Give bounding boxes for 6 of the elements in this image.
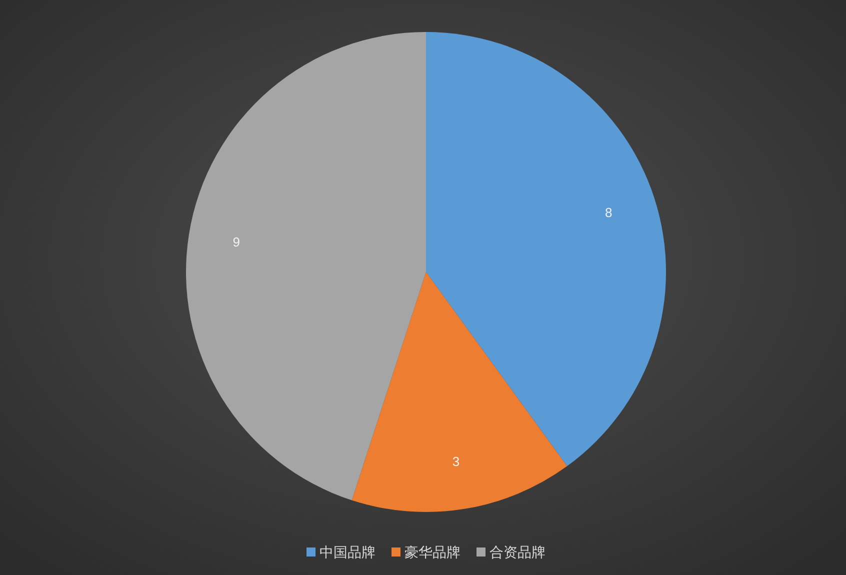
legend-label: 合资品牌 [490, 544, 546, 560]
data-label: 9 [232, 234, 240, 250]
data-label: 8 [604, 205, 612, 220]
legend-label: 中国品牌 [320, 544, 376, 560]
legend-label: 豪华品牌 [404, 544, 460, 560]
data-label: 3 [452, 454, 460, 470]
